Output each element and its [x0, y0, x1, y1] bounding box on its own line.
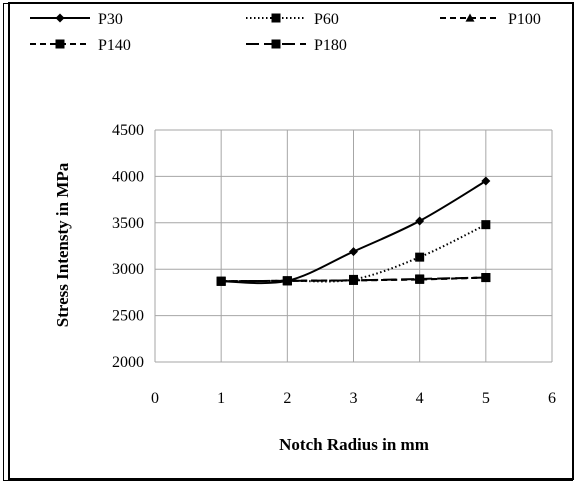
y-tick-label: 2500 — [112, 308, 144, 325]
marker-triangle — [465, 13, 475, 22]
legend-label: P30 — [98, 11, 123, 28]
y-tick-label: 3000 — [112, 261, 144, 278]
marker-triangle — [481, 273, 491, 282]
x-tick-label: 5 — [482, 390, 490, 407]
legend-label: P180 — [314, 37, 347, 54]
series-p30 — [216, 176, 491, 286]
marker-diamond — [481, 176, 491, 186]
x-tick-label: 2 — [283, 390, 291, 407]
marker-square — [271, 13, 281, 23]
x-tick-label: 3 — [350, 390, 358, 407]
legend-item-p180: P180 — [246, 37, 347, 54]
marker-triangle — [415, 274, 425, 284]
legend-label: P140 — [98, 37, 131, 54]
legend-item-p100: P100 — [440, 11, 541, 28]
y-axis-title: Stress Intensty in MPa — [53, 162, 72, 327]
legend-item-p60: P60 — [246, 11, 339, 28]
x-tick-label: 0 — [151, 390, 159, 407]
grid-lines — [154, 129, 553, 363]
x-tick-label: 6 — [548, 390, 556, 407]
legend: P30 P60 P100 P140 P180 — [30, 11, 541, 54]
legend-item-p140: P140 — [30, 37, 131, 54]
y-tick-labels: 2000 2500 3000 3500 4000 4500 — [112, 122, 144, 371]
y-tick-label: 4000 — [112, 168, 144, 185]
x-axis-title: Notch Radius in mm — [279, 435, 429, 454]
x-tick-labels: 0 1 2 3 4 5 6 — [151, 390, 556, 407]
marker-square — [481, 220, 491, 230]
chart-frame-inner — [8, 2, 574, 480]
marker-diamond — [415, 216, 425, 226]
x-tick-label: 1 — [217, 390, 225, 407]
series-lines — [216, 176, 491, 286]
legend-label: P60 — [314, 11, 339, 28]
y-tick-label: 4500 — [112, 122, 144, 139]
x-tick-label: 4 — [416, 390, 424, 407]
y-tick-label: 3500 — [112, 215, 144, 232]
marker-diamond — [216, 276, 226, 286]
y-tick-label: 2000 — [112, 354, 144, 371]
legend-label: P100 — [508, 11, 541, 28]
legend-item-p30: P30 — [30, 11, 123, 28]
marker-square — [271, 39, 281, 49]
marker-square — [55, 39, 65, 49]
marker-diamond — [55, 13, 65, 23]
marker-square — [349, 274, 358, 284]
marker-diamond — [349, 247, 358, 257]
marker-diamond — [282, 276, 292, 286]
marker-square — [415, 252, 425, 262]
